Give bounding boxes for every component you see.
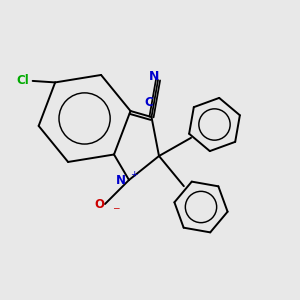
Text: O: O	[94, 197, 104, 211]
Text: +: +	[130, 170, 137, 179]
Text: N: N	[149, 70, 160, 83]
Text: C: C	[144, 96, 153, 109]
Text: Cl: Cl	[16, 74, 29, 87]
Text: −: −	[112, 203, 119, 212]
Text: N: N	[116, 173, 125, 187]
